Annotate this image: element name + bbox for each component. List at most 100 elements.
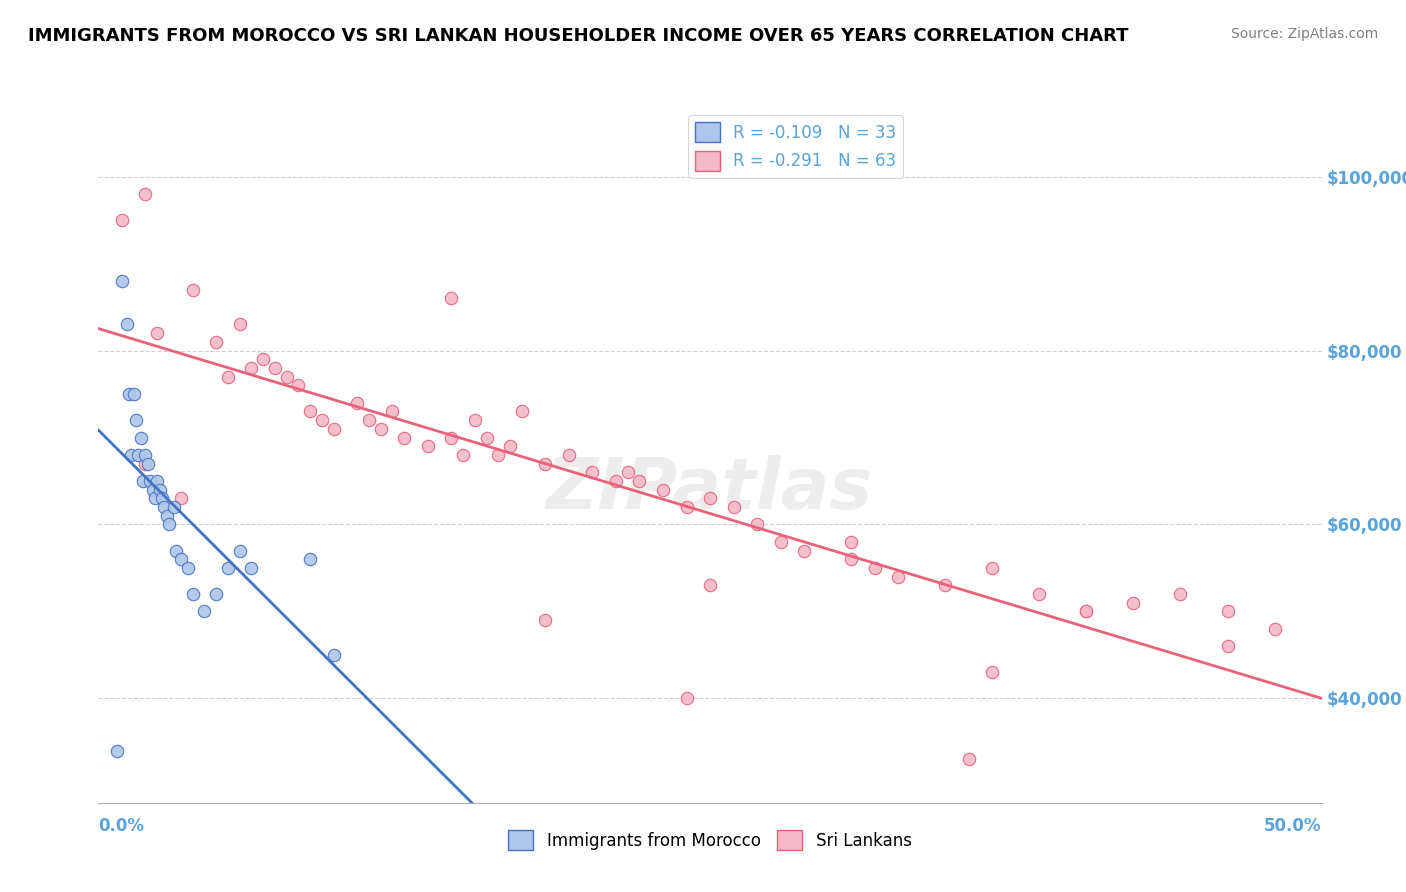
Point	[143, 491, 166, 506]
Point	[1076, 605, 1098, 619]
Point	[217, 561, 239, 575]
Point	[605, 474, 627, 488]
Point	[240, 361, 263, 376]
Point	[120, 448, 142, 462]
Point	[370, 422, 392, 436]
Point	[558, 448, 581, 462]
Point	[475, 431, 498, 445]
Legend: Immigrants from Morocco, Sri Lankans: Immigrants from Morocco, Sri Lankans	[502, 823, 918, 857]
Point	[240, 561, 263, 575]
Text: Source: ZipAtlas.com: Source: ZipAtlas.com	[1230, 27, 1378, 41]
Point	[217, 369, 239, 384]
Point	[170, 491, 193, 506]
Point	[181, 587, 204, 601]
Point	[699, 578, 721, 592]
Point	[287, 378, 309, 392]
Point	[118, 387, 141, 401]
Point	[322, 422, 344, 436]
Point	[125, 413, 148, 427]
Point	[464, 413, 486, 427]
Text: 0.0%: 0.0%	[98, 817, 145, 835]
Point	[1264, 622, 1286, 636]
Point	[381, 404, 404, 418]
Point	[839, 552, 862, 566]
Point	[957, 752, 980, 766]
Point	[769, 535, 792, 549]
Point	[205, 587, 228, 601]
Point	[451, 448, 474, 462]
Point	[652, 483, 675, 497]
Point	[675, 691, 697, 706]
Point	[150, 491, 173, 506]
Point	[205, 334, 228, 349]
Point	[193, 605, 215, 619]
Point	[127, 448, 149, 462]
Point	[276, 369, 298, 384]
Point	[122, 387, 145, 401]
Point	[146, 474, 169, 488]
Text: ZIPatlas: ZIPatlas	[547, 455, 873, 524]
Point	[440, 291, 463, 305]
Point	[134, 457, 156, 471]
Point	[1216, 605, 1239, 619]
Point	[745, 517, 768, 532]
Point	[616, 466, 638, 480]
Point	[1028, 587, 1050, 601]
Point	[157, 517, 180, 532]
Point	[392, 431, 416, 445]
Point	[440, 431, 463, 445]
Point	[299, 552, 322, 566]
Point	[981, 561, 1004, 575]
Point	[1122, 596, 1144, 610]
Point	[149, 483, 172, 497]
Point	[499, 439, 522, 453]
Point	[228, 318, 250, 332]
Point	[675, 500, 697, 515]
Point	[981, 665, 1004, 680]
Point	[1170, 587, 1192, 601]
Point	[156, 508, 179, 523]
Point	[134, 448, 156, 462]
Point	[163, 500, 186, 515]
Point	[134, 187, 156, 202]
Point	[1216, 639, 1239, 653]
Point	[252, 352, 274, 367]
Point	[153, 500, 176, 515]
Point	[146, 326, 169, 341]
Point	[136, 457, 159, 471]
Point	[934, 578, 956, 592]
Point	[416, 439, 439, 453]
Point	[111, 274, 134, 288]
Point	[346, 396, 368, 410]
Point	[322, 648, 344, 662]
Point	[863, 561, 886, 575]
Point	[181, 283, 204, 297]
Point	[139, 474, 162, 488]
Point	[165, 543, 187, 558]
Point	[1076, 605, 1098, 619]
Point	[839, 535, 862, 549]
Point	[628, 474, 651, 488]
Point	[177, 561, 200, 575]
Point	[534, 457, 557, 471]
Point	[111, 213, 134, 227]
Point	[228, 543, 250, 558]
Point	[311, 413, 333, 427]
Point	[699, 491, 721, 506]
Text: IMMIGRANTS FROM MOROCCO VS SRI LANKAN HOUSEHOLDER INCOME OVER 65 YEARS CORRELATI: IMMIGRANTS FROM MOROCCO VS SRI LANKAN HO…	[28, 27, 1129, 45]
Point	[170, 552, 193, 566]
Point	[263, 361, 285, 376]
Point	[357, 413, 380, 427]
Point	[510, 404, 533, 418]
Point	[581, 466, 603, 480]
Text: 50.0%: 50.0%	[1264, 817, 1322, 835]
Point	[132, 474, 155, 488]
Point	[105, 744, 128, 758]
Point	[887, 570, 910, 584]
Point	[486, 448, 509, 462]
Point	[723, 500, 745, 515]
Point	[129, 431, 152, 445]
Point	[793, 543, 815, 558]
Point	[115, 318, 138, 332]
Point	[534, 613, 557, 627]
